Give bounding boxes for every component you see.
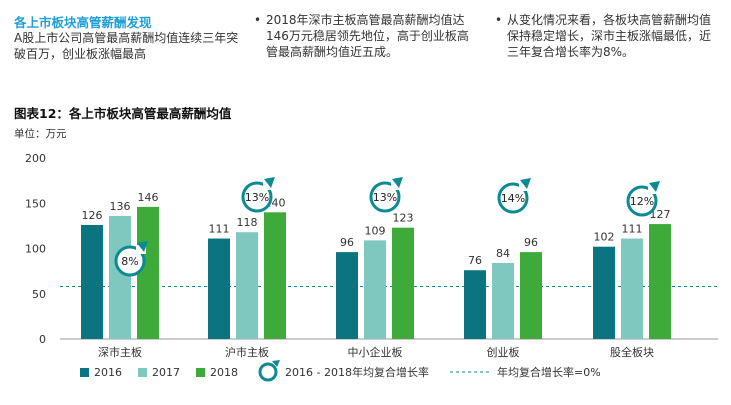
bullet-dot: • [254,13,262,27]
bullet-point-1: • 2018年深市主板高管最高薪酬均值达146万元稳居领先地位，高于创业板高管最… [254,12,476,60]
cagr-marker: 13% [241,177,275,213]
x-tick-label: 深市主板 [98,345,142,359]
cagr-marker: 12% [626,181,660,217]
bar-2016 [593,246,615,339]
cagr-gap [648,185,658,194]
x-tick-label: 中小企业板 [348,345,403,359]
bar-2018 [520,252,542,339]
x-tick-label: 股全板块 [610,345,654,359]
cagr-label: 13% [373,191,397,204]
cagr-arrow-icon [649,181,660,192]
cagr-marker: 13% [369,177,403,213]
bar-value-label: 76 [468,254,482,267]
cagr-gap [519,182,529,191]
x-tick-label: 创业板 [487,345,520,359]
cagr-label: 12% [630,195,654,208]
bar-2016 [464,270,486,339]
legend-cagr-arrow-icon [272,360,280,367]
cagr-arrow-icon [392,177,403,188]
bar-value-label: 123 [393,212,414,225]
cagr-label: 8% [121,255,138,268]
unit-label: 单位：万元 [14,128,67,140]
legend-swatch-2017 [138,368,147,377]
legend-reference-label: 年均复合增长率=0% [497,365,601,379]
header-title: 各上市板块高管薪酬发现 [14,15,152,30]
bar-value-label: 96 [340,236,354,249]
bar-2018 [137,206,159,339]
bar-2016 [81,224,103,339]
bar-2017 [236,232,258,339]
cagr-arrow-icon [264,177,275,188]
header-summary: A股上市公司高管最高薪酬均值连续三年突破百万，创业板涨幅最高 [14,31,239,61]
legend-cagr-label: 2016 - 2018年均复合增长率 [285,365,429,379]
bar-value-label: 96 [524,236,538,249]
bar-2017 [364,240,386,339]
cagr-label: 14% [501,192,525,205]
bar-2016 [208,238,230,339]
cagr-arrow-icon [520,178,531,189]
bar-2016 [336,252,358,339]
legend-label: 2017 [152,366,180,379]
x-tick-label: 沪市主板 [225,345,269,359]
y-tick-label: 50 [32,288,46,301]
bar-value-label: 136 [110,200,131,213]
y-tick-label: 200 [25,152,46,165]
bar-2018 [264,212,286,339]
cagr-gap [263,181,273,190]
cagr-marker: 8% [114,241,148,277]
bar-value-label: 146 [138,191,159,204]
bar-2017 [109,215,131,339]
legend-cagr-icon [258,362,278,382]
bar-2017 [621,238,643,339]
bar-value-label: 126 [82,209,103,222]
cagr-gap [391,181,401,190]
bar-value-label: 102 [594,231,615,244]
bar-2018 [392,227,414,339]
chart-title: 图表12：各上市板块高管最高薪酬均值 [14,106,232,121]
y-tick-label: 150 [25,197,46,210]
legend-label: 2018 [210,366,238,379]
bullet-text-1: 2018年深市主板高管最高薪酬均值达146万元稳居领先地位，高于创业板高管最高薪… [266,13,469,59]
cagr-label: 13% [245,191,269,204]
bar-2018 [649,224,671,339]
legend-swatch-2016 [80,368,89,377]
bar-value-label: 118 [237,216,258,229]
bar-2017 [492,262,514,339]
bar-value-label: 109 [365,224,386,237]
bar-value-label: 84 [496,247,510,260]
bar-value-label: 111 [622,223,643,236]
legend-swatch-2018 [196,368,205,377]
legend-label: 2016 [94,366,122,379]
y-tick-label: 0 [39,333,46,346]
bar-value-label: 111 [209,223,230,236]
bar-value-label: 127 [650,208,671,221]
y-tick-label: 100 [25,243,46,256]
cagr-marker: 14% [497,178,531,214]
bullet-text-2: 从变化情况来看，各板块高管薪酬均值保持稳定增长，深市主板涨幅最低，近三年复合增长… [507,13,712,59]
cagr-gap [136,245,146,254]
cagr-arrow-icon [137,241,148,252]
bullet-dot: • [495,13,503,27]
bullet-point-2: • 从变化情况来看，各板块高管薪酬均值保持稳定增长，深市主板涨幅最低，近三年复合… [495,12,720,60]
